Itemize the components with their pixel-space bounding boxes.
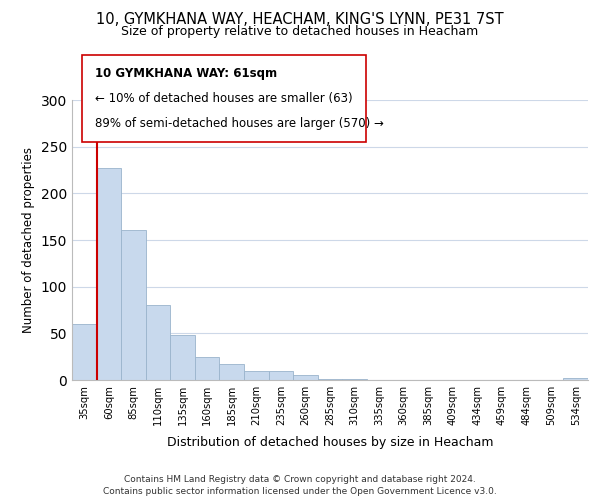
Bar [318, 379, 342, 380]
Text: ← 10% of detached houses are smaller (63): ← 10% of detached houses are smaller (63… [95, 92, 353, 105]
Bar [170, 335, 195, 380]
Text: Contains public sector information licensed under the Open Government Licence v3: Contains public sector information licen… [103, 486, 497, 496]
Bar [195, 356, 220, 380]
Text: Distribution of detached houses by size in Heacham: Distribution of detached houses by size … [167, 436, 493, 449]
Text: Size of property relative to detached houses in Heacham: Size of property relative to detached ho… [121, 25, 479, 38]
Text: 10, GYMKHANA WAY, HEACHAM, KING'S LYNN, PE31 7ST: 10, GYMKHANA WAY, HEACHAM, KING'S LYNN, … [96, 12, 504, 28]
Bar [293, 376, 318, 380]
Bar [269, 370, 293, 380]
Text: Contains HM Land Registry data © Crown copyright and database right 2024.: Contains HM Land Registry data © Crown c… [124, 474, 476, 484]
Bar [563, 378, 588, 380]
Text: 89% of semi-detached houses are larger (570) →: 89% of semi-detached houses are larger (… [95, 118, 384, 130]
Y-axis label: Number of detached properties: Number of detached properties [22, 147, 35, 333]
Text: 10 GYMKHANA WAY: 61sqm: 10 GYMKHANA WAY: 61sqm [95, 67, 277, 80]
Bar [244, 370, 269, 380]
Bar [97, 168, 121, 380]
Bar [146, 306, 170, 380]
Bar [220, 364, 244, 380]
Bar [121, 230, 146, 380]
Bar [72, 324, 97, 380]
FancyBboxPatch shape [82, 55, 366, 142]
Bar [342, 379, 367, 380]
